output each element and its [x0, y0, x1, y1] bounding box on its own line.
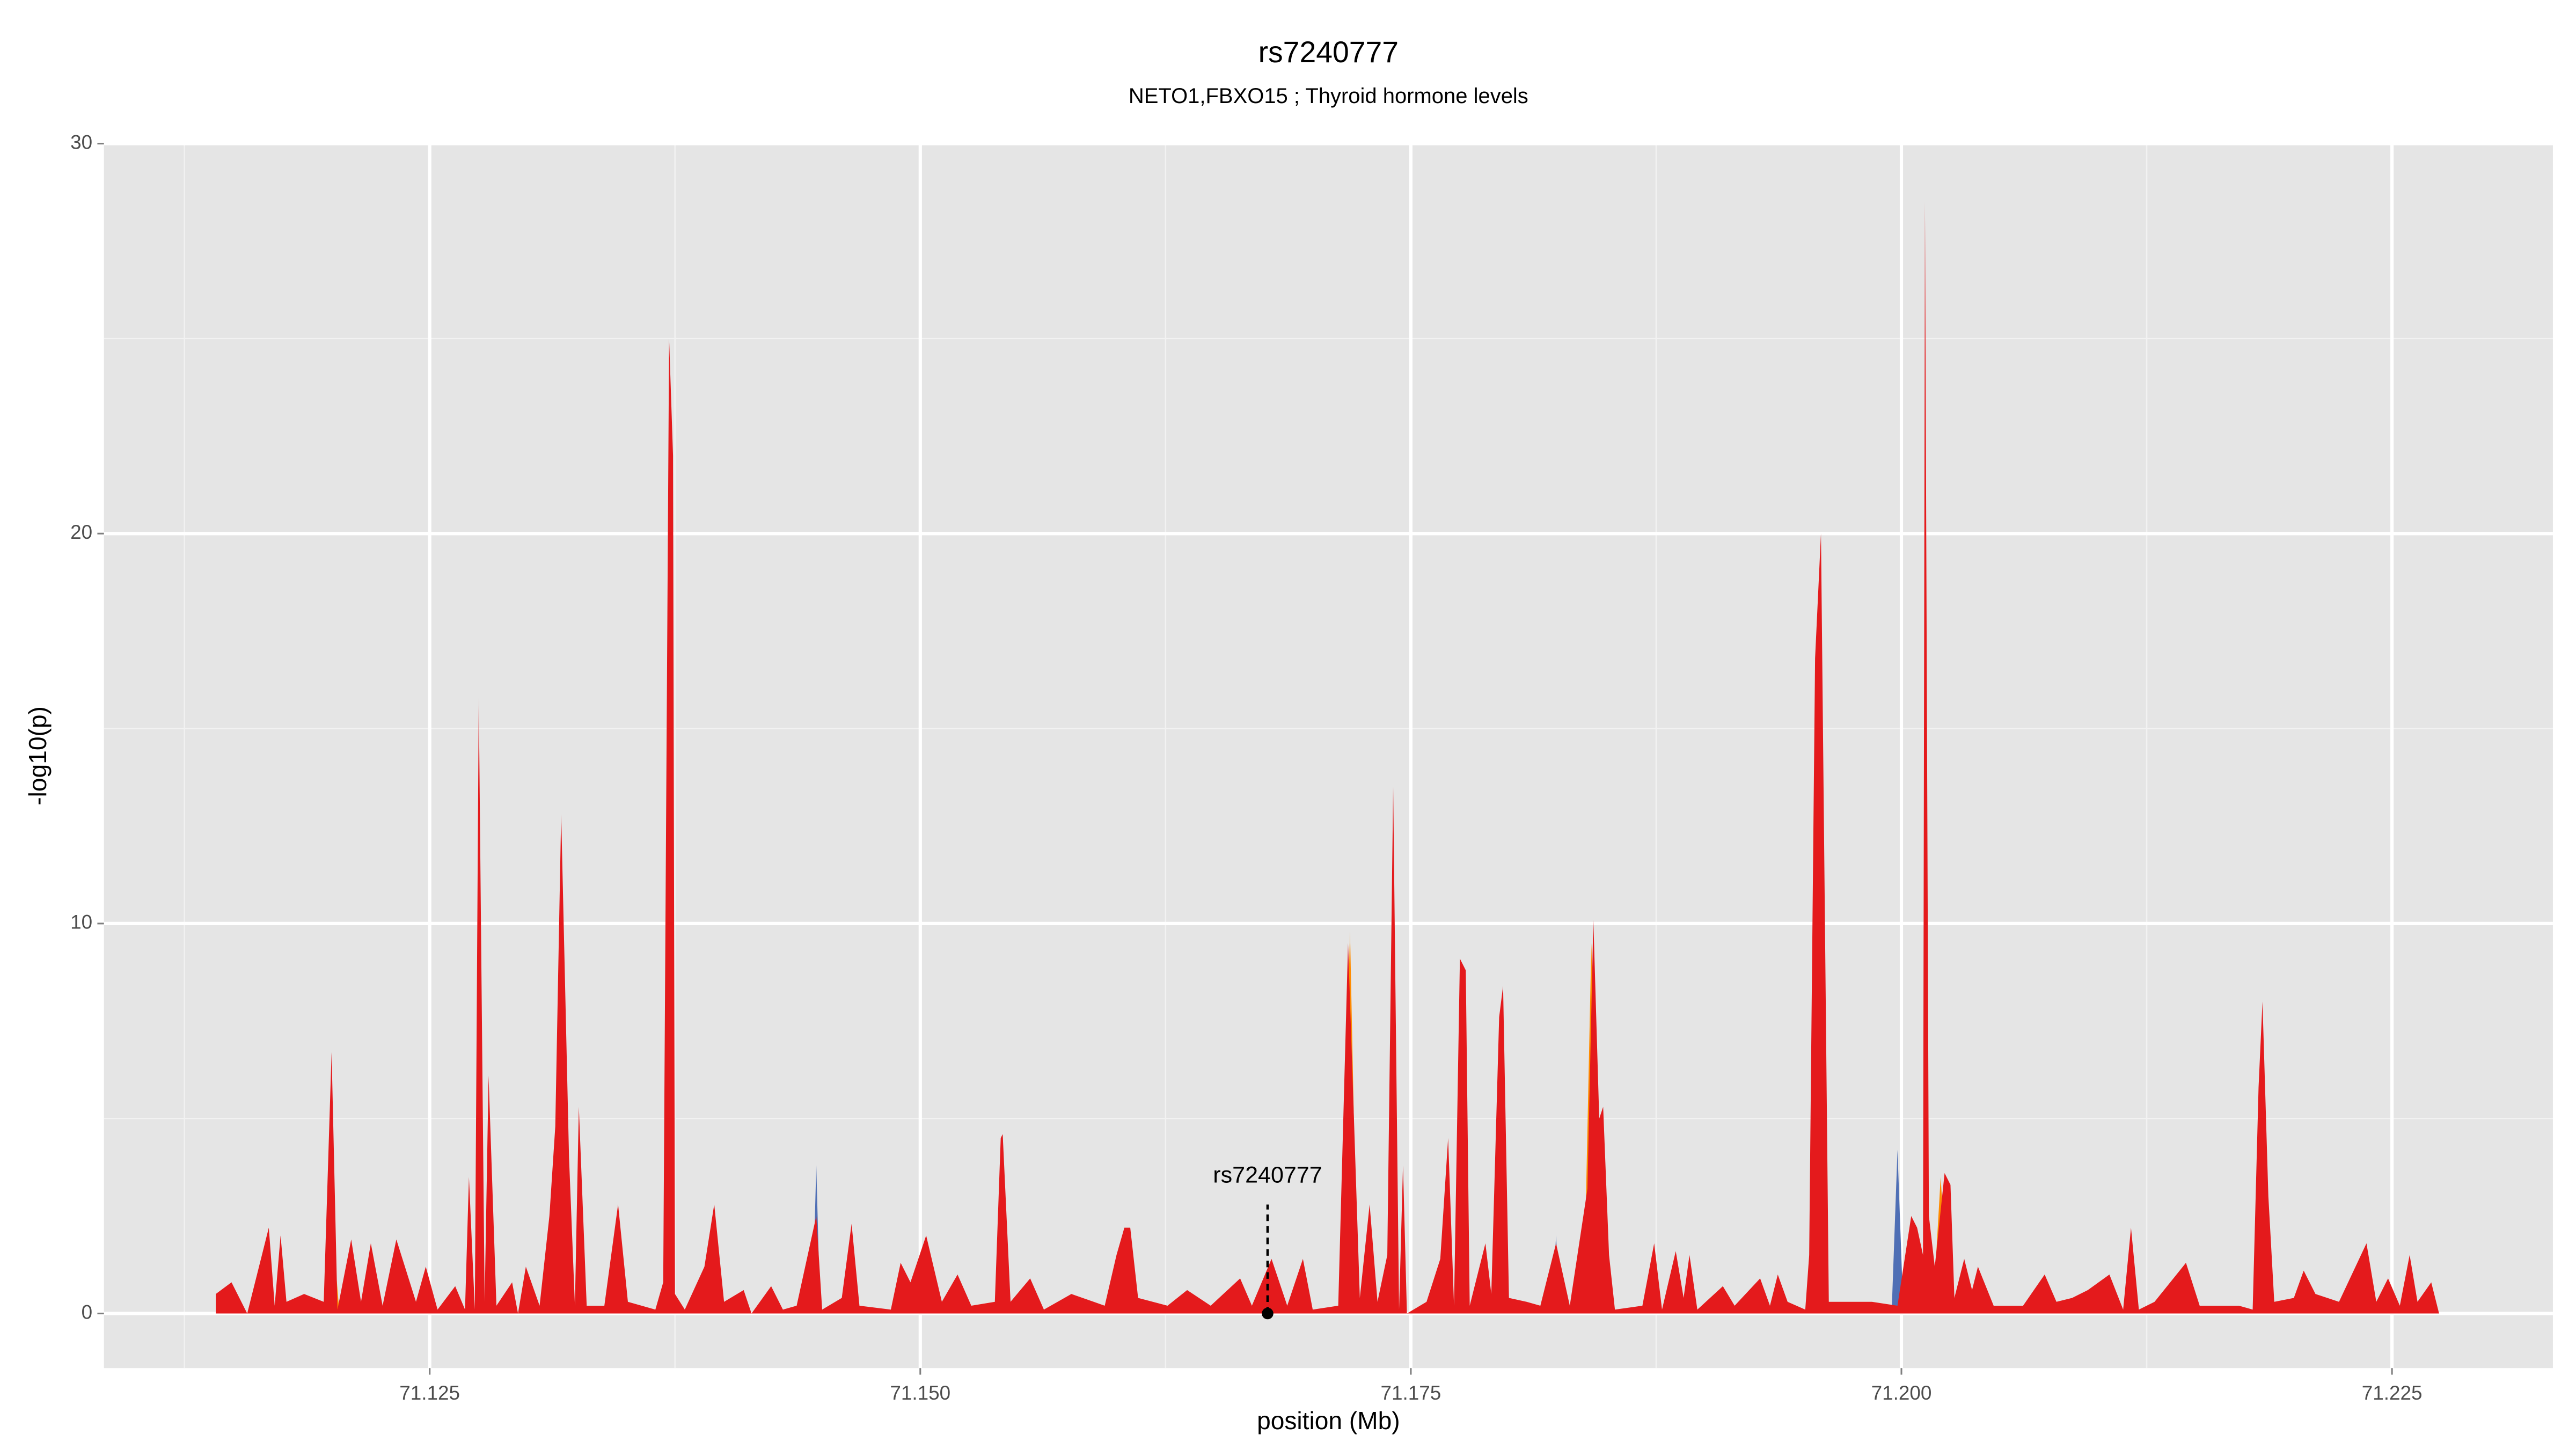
axes: 71.125 71.150 71.175 71.200 71.225 0 10 20 30	[70, 131, 2422, 1404]
x-tick-label: 71.200	[1871, 1382, 1932, 1404]
y-tick-label: 20	[70, 521, 92, 543]
x-tick-label: 71.225	[2362, 1382, 2423, 1404]
plot-marks: rs7240777	[216, 202, 2439, 1320]
x-tick-label: 71.150	[890, 1382, 950, 1404]
y-tick-label: 0	[82, 1301, 93, 1323]
y-tick-label: 30	[70, 131, 92, 153]
plot-panel	[104, 143, 2553, 1368]
y-tick-label: 10	[70, 911, 92, 933]
y-axis-label: -log10(p)	[24, 706, 52, 806]
x-axis-label: position (Mb)	[1257, 1407, 1400, 1435]
annotation-point	[1262, 1307, 1274, 1320]
annotation-label: rs7240777	[1213, 1162, 1322, 1188]
chart-title: rs7240777	[1258, 35, 1399, 69]
x-tick-label: 71.125	[399, 1382, 460, 1404]
x-tick-label: 71.175	[1381, 1382, 1441, 1404]
chart-subtitle: NETO1,FBXO15 ; Thyroid hormone levels	[1129, 84, 1528, 108]
